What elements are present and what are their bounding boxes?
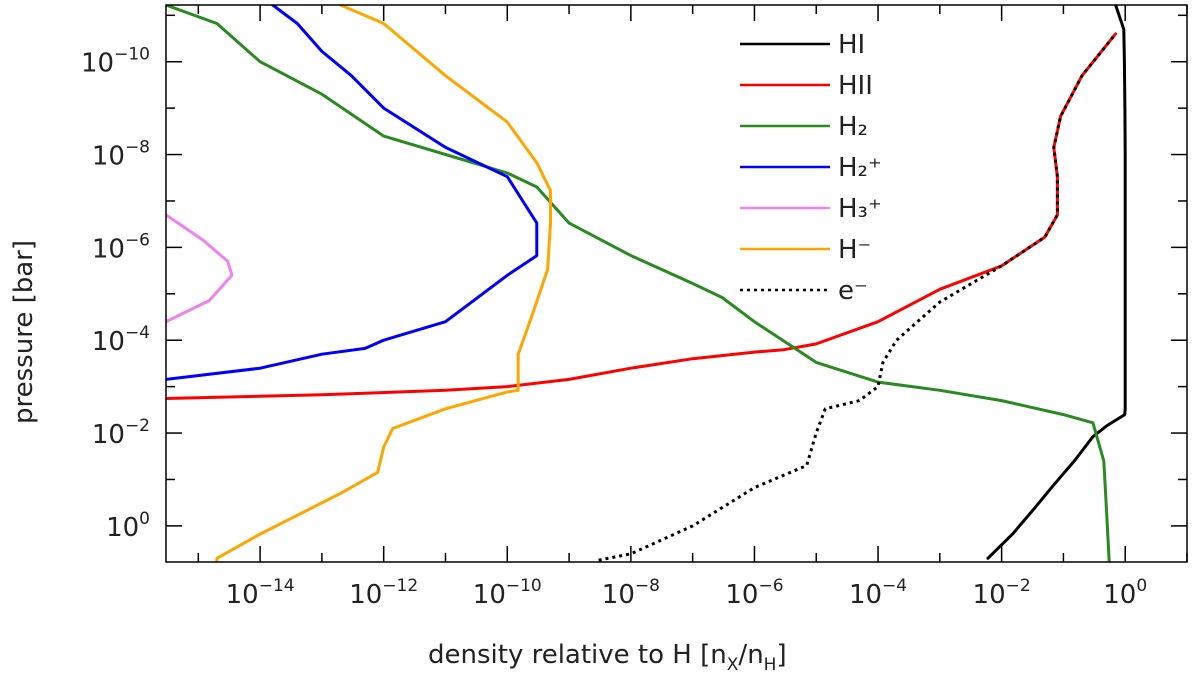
series-layer <box>166 5 1127 562</box>
x-tick-label: 10−6 <box>725 576 783 610</box>
series-line-5 <box>166 213 234 324</box>
series-line-1 <box>986 5 1127 560</box>
x-title-part: X <box>727 655 739 675</box>
series-line-4 <box>166 5 539 381</box>
x-tick-base: 10 <box>602 580 635 610</box>
series-line-6 <box>215 5 552 562</box>
legend-label: H⁻ <box>838 235 871 265</box>
y-tick-base: 10 <box>92 234 125 264</box>
x-tick-label: 10−10 <box>473 576 542 610</box>
legend-label: HII <box>838 71 873 101</box>
legend-label: HI <box>838 30 865 60</box>
legend-label: H₃⁺ <box>838 194 882 224</box>
x-tick-label: 10−12 <box>349 576 418 610</box>
x-tick-exp: −8 <box>635 576 660 596</box>
x-title-part: [ <box>700 640 710 670</box>
y-tick-label: 10−4 <box>92 323 150 357</box>
y-tick-label: 100 <box>106 509 150 543</box>
y-tick-exp: −10 <box>114 45 150 65</box>
x-tick-exp: −10 <box>506 576 542 596</box>
x-title-part: n <box>747 640 763 670</box>
x-tick-exp: −6 <box>758 576 783 596</box>
x-tick-exp: −4 <box>882 576 907 596</box>
y-tick-label: 10−8 <box>92 138 150 172</box>
x-tick-exp: −2 <box>1006 576 1031 596</box>
x-tick-label: 10−4 <box>849 576 907 610</box>
legend: HI HII H₂ H₂⁺ H₃⁺ H⁻ e⁻ <box>740 30 882 306</box>
y-tick-exp: 0 <box>139 509 150 529</box>
y-tick-base: 10 <box>92 327 125 357</box>
x-tick-base: 10 <box>725 580 758 610</box>
y-tick-exp: −4 <box>125 323 150 343</box>
plot-frame <box>165 4 1188 563</box>
x-tick-base: 10 <box>1103 580 1136 610</box>
series-line-7 <box>598 32 1117 562</box>
y-tick-label: 10−2 <box>92 416 150 450</box>
x-tick-label: 10−2 <box>973 576 1031 610</box>
x-title-part: density relative to H <box>428 640 700 670</box>
x-tick-exp: −12 <box>382 576 418 596</box>
x-tick-label: 100 <box>1103 576 1147 610</box>
x-tick-exp: 0 <box>1136 576 1147 596</box>
y-tick-base: 10 <box>81 49 114 79</box>
x-title-part: / <box>738 640 747 670</box>
x-tick-base: 10 <box>973 580 1006 610</box>
x-axis-title: density relative to H [nX/nH] <box>428 640 787 675</box>
x-tick-label: 10−8 <box>602 576 660 610</box>
y-tick-base: 10 <box>92 420 125 450</box>
y-tick-base: 10 <box>106 513 139 543</box>
legend-label: H₂⁺ <box>838 153 882 183</box>
x-tick-exp: −14 <box>259 576 295 596</box>
x-tick-base: 10 <box>349 580 382 610</box>
series-line-3 <box>166 5 1111 562</box>
legend-label: e⁻ <box>838 276 868 306</box>
x-title-part: ] <box>776 640 786 670</box>
y-axis-title: pressure [bar] <box>9 240 39 424</box>
y-tick-base: 10 <box>92 142 125 172</box>
y-tick-exp: −6 <box>125 230 150 250</box>
y-tick-exp: −8 <box>125 138 150 158</box>
y-tick-label: 10−6 <box>92 230 150 264</box>
y-tick-label: 10−10 <box>81 45 150 79</box>
legend-label: H₂ <box>838 112 868 142</box>
x-title-part: n <box>710 640 726 670</box>
ticks-layer: 10−14 10−12 10−10 10−8 10−6 10−4 10−2 10010−101… <box>81 5 1188 610</box>
x-tick-base: 10 <box>849 580 882 610</box>
y-tick-exp: −2 <box>125 416 150 436</box>
x-tick-base: 10 <box>473 580 506 610</box>
x-title-part: H <box>764 655 777 675</box>
x-tick-label: 10−14 <box>226 576 295 610</box>
x-tick-base: 10 <box>226 580 259 610</box>
